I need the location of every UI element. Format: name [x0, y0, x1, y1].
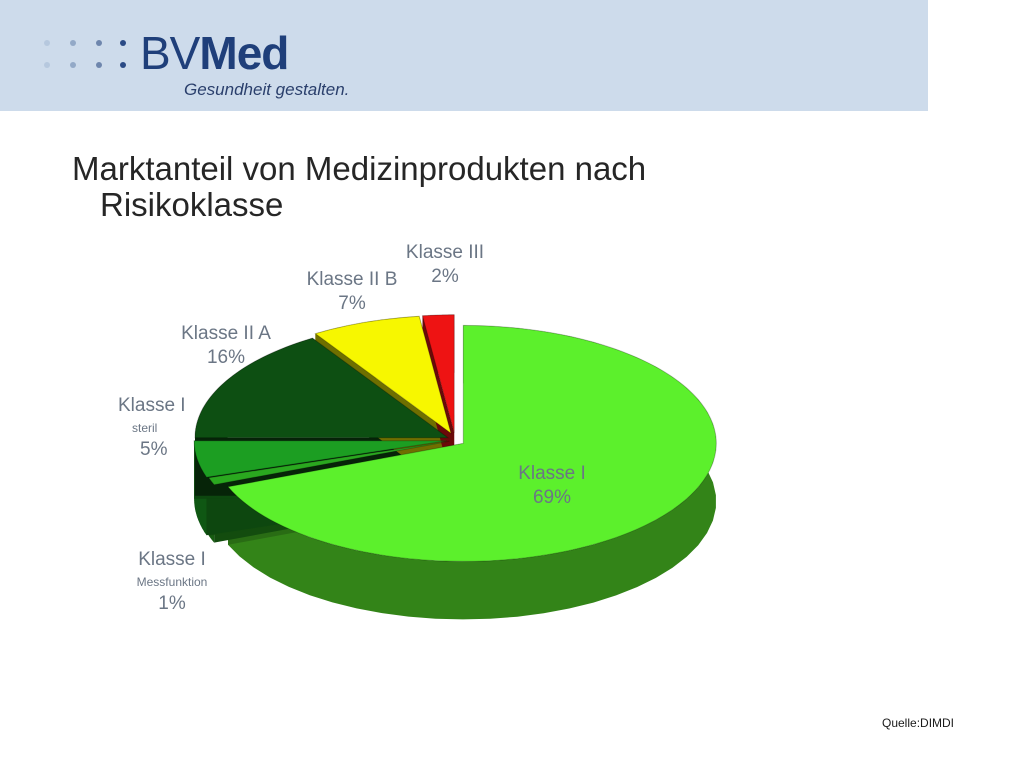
- logo-tagline: Gesundheit gestalten.: [184, 80, 350, 99]
- slice-klasse-i-steril: [193, 440, 448, 478]
- slide-title: Marktanteil von Medizinprodukten nach Ri…: [72, 151, 792, 223]
- label-klasse-i-steril: Klasse I steril 5%: [118, 395, 186, 460]
- slice-klasse-ii-a: [194, 337, 450, 439]
- label-klasse-iib: Klasse II B 7%: [306, 269, 398, 314]
- slice-klasse-ii-b: [314, 315, 452, 435]
- slice-klasse-iii: [421, 314, 455, 433]
- slice-klasse-i-messfunktion: [207, 440, 450, 486]
- label-klasse-i: Klasse I 69%: [518, 463, 586, 508]
- source-note: Quelle:DIMDI: [882, 716, 955, 730]
- slice-klasse-i: [227, 324, 717, 562]
- label-klasse-i-messfunktion: Klasse I Messfunktion 1%: [136, 549, 208, 614]
- title-line-1: Marktanteil von Medizinprodukten nach: [72, 150, 647, 187]
- pie-slices: [193, 314, 717, 620]
- title-line-2: Risikoklasse: [100, 186, 284, 223]
- label-klasse-iia: Klasse II A 16%: [181, 323, 271, 368]
- label-klasse-iii: Klasse III 2%: [405, 242, 485, 287]
- header-banner: BVMed Gesundheit gestalten.: [0, 0, 928, 111]
- bvmed-logo: BVMed: [140, 27, 289, 79]
- logo-dots: [44, 40, 128, 72]
